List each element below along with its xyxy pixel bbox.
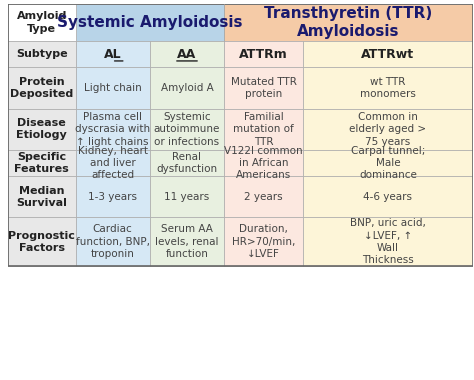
Text: Amyloid A: Amyloid A	[161, 83, 213, 93]
FancyBboxPatch shape	[8, 67, 75, 109]
Text: Disease
Etiology: Disease Etiology	[17, 118, 67, 140]
Text: V122I common
in African
Americans: V122I common in African Americans	[224, 146, 303, 180]
FancyBboxPatch shape	[150, 41, 224, 67]
FancyBboxPatch shape	[8, 217, 75, 266]
FancyBboxPatch shape	[224, 41, 303, 67]
Text: BNP, uric acid,
↓LVEF, ↑
Wall
Thickness: BNP, uric acid, ↓LVEF, ↑ Wall Thickness	[350, 218, 426, 265]
Text: Prognostic
Factors: Prognostic Factors	[9, 231, 75, 253]
Text: Mutated TTR
protein: Mutated TTR protein	[231, 77, 297, 99]
Text: Renal
dysfunction: Renal dysfunction	[156, 152, 218, 174]
Text: AA: AA	[177, 48, 197, 61]
FancyBboxPatch shape	[75, 67, 150, 109]
Text: wt TTR
monomers: wt TTR monomers	[360, 77, 416, 99]
Text: AL: AL	[104, 48, 121, 61]
Text: Cardiac
function, BNP,
troponin: Cardiac function, BNP, troponin	[76, 224, 150, 259]
FancyBboxPatch shape	[8, 3, 75, 41]
Text: Serum AA
levels, renal
function: Serum AA levels, renal function	[155, 224, 219, 259]
Text: 1-3 years: 1-3 years	[88, 192, 137, 202]
Text: Light chain: Light chain	[84, 83, 142, 93]
FancyBboxPatch shape	[224, 217, 303, 266]
FancyBboxPatch shape	[75, 3, 224, 41]
FancyBboxPatch shape	[303, 176, 473, 217]
FancyBboxPatch shape	[224, 109, 303, 150]
FancyBboxPatch shape	[303, 41, 473, 67]
Text: Transthyretin (TTR)
Amyloidosis: Transthyretin (TTR) Amyloidosis	[264, 6, 432, 39]
Text: Systemic Amyloidosis: Systemic Amyloidosis	[57, 15, 243, 30]
FancyBboxPatch shape	[224, 176, 303, 217]
Text: Systemic
autoimmune
or infections: Systemic autoimmune or infections	[154, 112, 220, 147]
FancyBboxPatch shape	[75, 41, 150, 67]
FancyBboxPatch shape	[75, 109, 150, 150]
FancyBboxPatch shape	[75, 217, 150, 266]
FancyBboxPatch shape	[303, 109, 473, 150]
Text: ATTRm: ATTRm	[239, 48, 288, 61]
FancyBboxPatch shape	[303, 217, 473, 266]
FancyBboxPatch shape	[75, 150, 150, 176]
Text: 2 years: 2 years	[244, 192, 283, 202]
Text: Plasma cell
dyscrasia with
↑ light chains: Plasma cell dyscrasia with ↑ light chain…	[75, 112, 150, 147]
FancyBboxPatch shape	[303, 67, 473, 109]
Text: Protein
Deposited: Protein Deposited	[10, 77, 73, 99]
Text: 4-6 years: 4-6 years	[364, 192, 412, 202]
Text: 11 years: 11 years	[164, 192, 210, 202]
Text: Median
Survival: Median Survival	[17, 185, 67, 208]
FancyBboxPatch shape	[8, 109, 75, 150]
FancyBboxPatch shape	[75, 176, 150, 217]
FancyBboxPatch shape	[8, 41, 75, 67]
Text: Common in
elderly aged >
75 years: Common in elderly aged > 75 years	[349, 112, 427, 147]
Text: Subtype: Subtype	[16, 49, 68, 59]
FancyBboxPatch shape	[224, 150, 303, 176]
FancyBboxPatch shape	[150, 176, 224, 217]
Text: ATTRwt: ATTRwt	[361, 48, 414, 61]
Text: Kidney, heart
and liver
affected: Kidney, heart and liver affected	[78, 146, 148, 180]
Text: Familial
mutation of
TTR: Familial mutation of TTR	[233, 112, 294, 147]
FancyBboxPatch shape	[150, 150, 224, 176]
FancyBboxPatch shape	[150, 217, 224, 266]
FancyBboxPatch shape	[150, 67, 224, 109]
Text: Specific
Features: Specific Features	[15, 152, 69, 174]
FancyBboxPatch shape	[303, 150, 473, 176]
FancyBboxPatch shape	[8, 150, 75, 176]
FancyBboxPatch shape	[224, 67, 303, 109]
Text: Carpal tunnel;
Male
dominance: Carpal tunnel; Male dominance	[351, 146, 425, 180]
Text: Amyloid
Type: Amyloid Type	[17, 11, 67, 33]
FancyBboxPatch shape	[224, 3, 473, 41]
FancyBboxPatch shape	[150, 109, 224, 150]
FancyBboxPatch shape	[8, 176, 75, 217]
Text: Duration,
HR>70/min,
↓LVEF: Duration, HR>70/min, ↓LVEF	[232, 224, 295, 259]
